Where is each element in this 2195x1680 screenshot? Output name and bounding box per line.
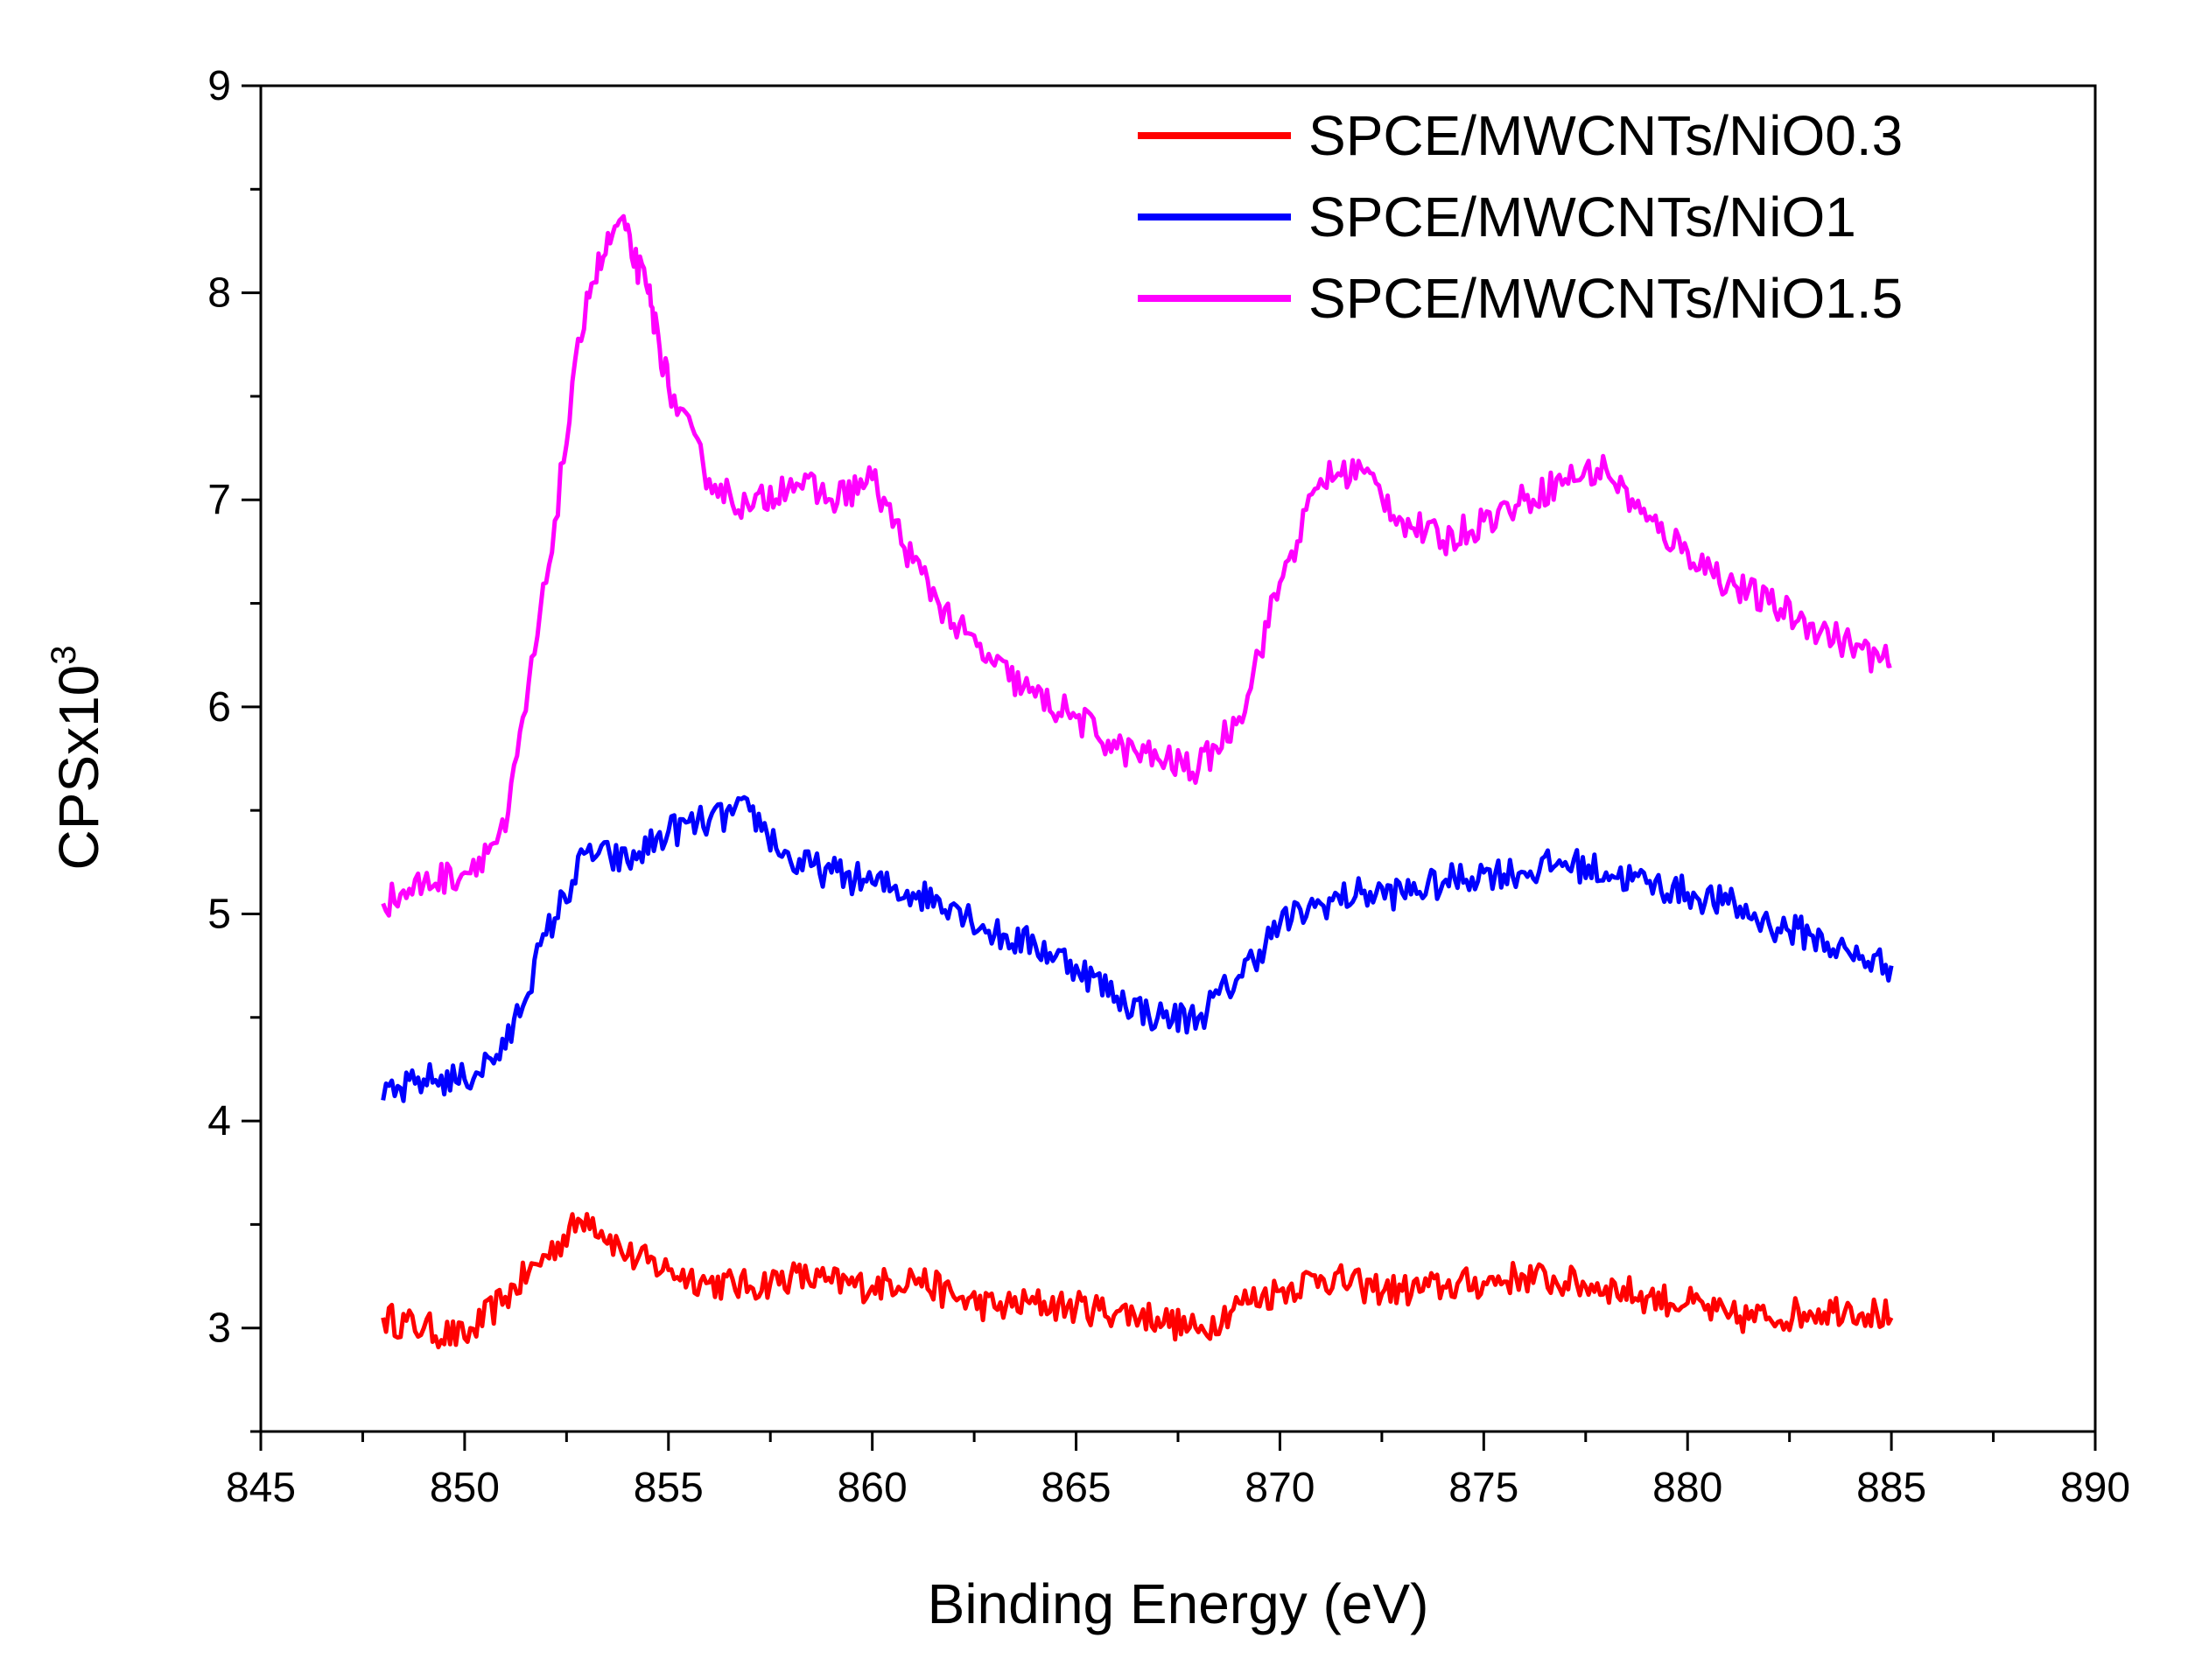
- y-axis-title: CPSx103: [45, 645, 110, 870]
- y-tick-label: 3: [207, 1306, 231, 1352]
- y-tick-label: 6: [207, 684, 231, 731]
- x-tick-label: 890: [2060, 1465, 2130, 1511]
- legend-label: SPCE/MWCNTs/NiO0.3: [1308, 104, 1903, 167]
- legend: SPCE/MWCNTs/NiO0.3 SPCE/MWCNTs/NiO1 SPCE/M…: [1138, 104, 1903, 330]
- y-axis: 3 4 5 6 7 8 9: [207, 63, 261, 1433]
- y-tick-label: 9: [207, 63, 231, 109]
- legend-label: SPCE/MWCNTs/NiO1: [1308, 186, 1856, 248]
- x-tick-label: 885: [1856, 1465, 1926, 1511]
- y-axis-title-exponent: 3: [45, 645, 83, 664]
- series-line: [381, 1212, 1894, 1350]
- series-line: [381, 214, 1892, 918]
- x-axis: 845 850 855 860 865 870 875 880 885 890: [226, 1432, 2130, 1511]
- y-tick-label: 8: [207, 270, 231, 317]
- x-tick-label: 845: [226, 1465, 296, 1511]
- x-tick-label: 855: [634, 1465, 704, 1511]
- y-tick-label: 7: [207, 477, 231, 523]
- y-axis-title-base: CPSx10: [47, 665, 110, 871]
- series-line: [381, 794, 1894, 1103]
- y-tick-label: 5: [207, 891, 231, 937]
- legend-label: SPCE/MWCNTs/NiO1.5: [1308, 267, 1903, 330]
- series-layer: [381, 214, 1894, 1350]
- x-tick-label: 860: [838, 1465, 908, 1511]
- x-axis-title: Binding Energy (eV): [928, 1572, 1429, 1635]
- x-tick-label: 870: [1245, 1465, 1315, 1511]
- x-tick-label: 880: [1652, 1465, 1722, 1511]
- x-tick-label: 875: [1448, 1465, 1518, 1511]
- x-tick-label: 850: [430, 1465, 500, 1511]
- x-tick-label: 865: [1041, 1465, 1112, 1511]
- y-tick-label: 4: [207, 1098, 231, 1144]
